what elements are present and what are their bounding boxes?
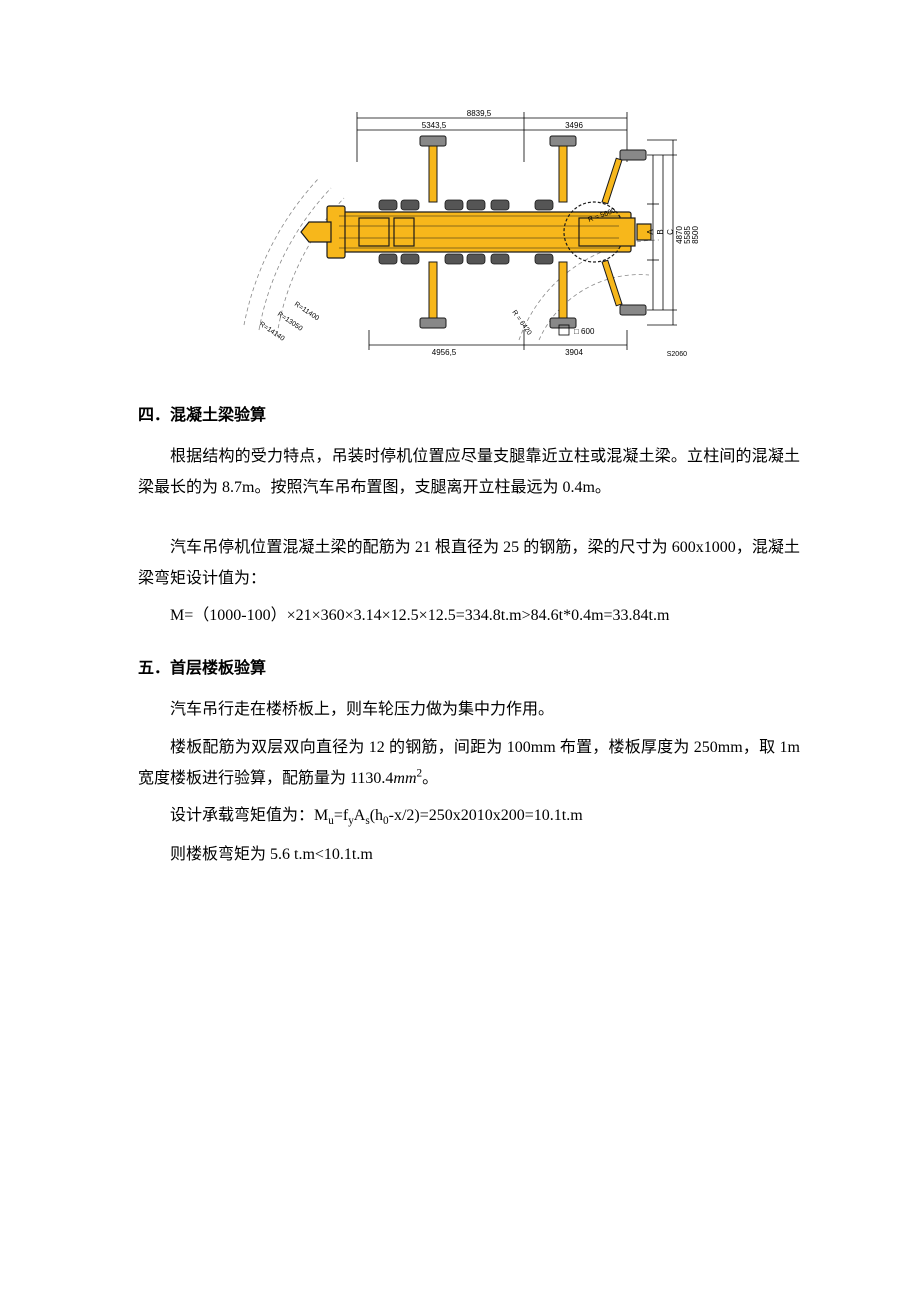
diagram-svg: 8839,5 5343,5 3496: [239, 100, 699, 360]
section4-equation: M=（1000-100）×21×360×3.14×12.5×12.5=334.8…: [138, 600, 800, 631]
dim-bottom-right: 3904: [565, 348, 583, 357]
section5-p2-unit: mm: [393, 770, 416, 787]
section5-para4: 则楼板弯矩为 5.6 t.m<10.1t.m: [138, 839, 800, 870]
heading-section-5: 五．首层楼板验算: [138, 653, 800, 684]
dim-r-arc3: R=14140: [258, 321, 286, 343]
dim-letter-c: C: [666, 229, 675, 235]
dim-top-full: 8839,5: [467, 109, 492, 118]
section4-para1: 根据结构的受力特点，吊装时停机位置应尽量支腿靠近立柱或混凝土梁。立柱间的混凝土梁…: [138, 441, 800, 503]
section4-para2: 汽车吊停机位置混凝土梁的配筋为 21 根直径为 25 的钢筋，梁的尺寸为 600…: [138, 532, 800, 594]
dim-bottom-left: 4956,5: [432, 348, 457, 357]
crane-outrigger-figure: 8839,5 5343,5 3496: [138, 100, 800, 360]
dim-top-right: 3496: [565, 121, 583, 130]
model-label: S2060: [667, 351, 687, 358]
section5-p3-c: A: [354, 807, 366, 824]
section5-p3-d: (h: [370, 807, 383, 824]
dim-letter-a: A: [646, 229, 655, 235]
section5-p2-b: 。: [422, 770, 438, 787]
dim-letter-b: B: [656, 229, 665, 234]
dim-r-arc2: R=13050: [276, 311, 304, 333]
section5-p3-a: 设计承载弯矩值为：M: [170, 807, 328, 824]
dim-top-left: 5343,5: [422, 121, 447, 130]
dim-r-arc1: R=11400: [293, 301, 320, 323]
dim-right-c: 8500: [691, 226, 699, 244]
section5-p3-e: -x/2)=250x2010x200=10.1t.m: [389, 807, 583, 824]
section5-para2: 楼板配筋为双层双向直径为 12 的钢筋，间距为 100mm 布置，楼板厚度为 2…: [138, 732, 800, 794]
heading-section-4: 四．混凝土梁验算: [138, 400, 800, 431]
dim-sq-600: □ 600: [574, 327, 595, 336]
section5-p2-a: 楼板配筋为双层双向直径为 12 的钢筋，间距为 100mm 布置，楼板厚度为 2…: [138, 739, 800, 787]
section5-para3: 设计承载弯矩值为：Mu=fyAs(h0-x/2)=250x2010x200=10…: [138, 800, 800, 833]
section5-p3-b: =f: [334, 807, 348, 824]
section5-para1: 汽车吊行走在楼桥板上，则车轮压力做为集中力作用。: [138, 694, 800, 725]
diagram-canvas: 8839,5 5343,5 3496: [239, 100, 699, 360]
